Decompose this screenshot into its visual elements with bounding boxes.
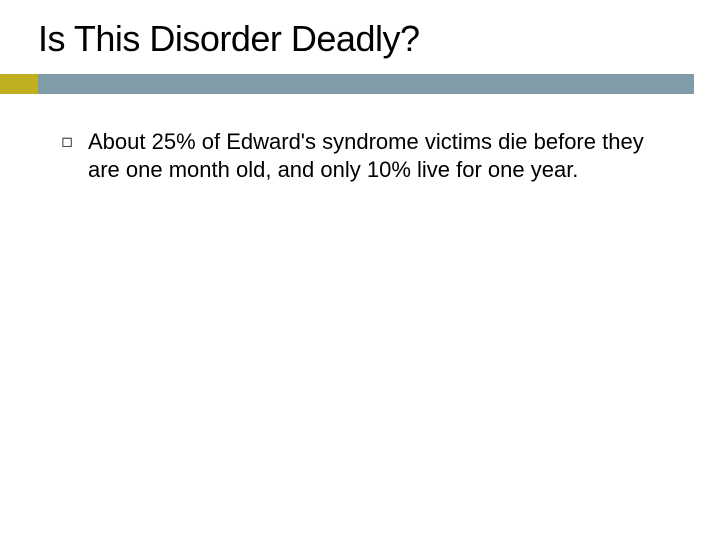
bullet-text: About 25% of Edward's syndrome victims d… xyxy=(88,128,668,184)
slide-title: Is This Disorder Deadly? xyxy=(38,18,688,60)
slide: Is This Disorder Deadly? ◻ About 25% of … xyxy=(0,0,720,540)
list-item: ◻ About 25% of Edward's syndrome victims… xyxy=(60,128,668,184)
content-area: ◻ About 25% of Edward's syndrome victims… xyxy=(32,128,688,184)
accent-block xyxy=(0,74,38,94)
title-underline xyxy=(32,74,688,94)
hr-bar xyxy=(38,74,694,94)
bullet-icon: ◻ xyxy=(60,128,74,154)
